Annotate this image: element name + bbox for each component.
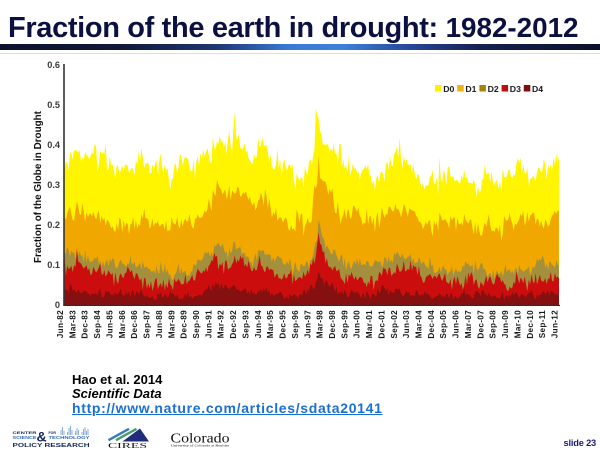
svg-text:POLICY RESEARCH: POLICY RESEARCH [13,443,90,449]
svg-text:&: & [37,429,47,445]
svg-text:D3: D3 [510,84,521,94]
svg-text:Mar-01: Mar-01 [365,310,374,338]
svg-text:Sep-93: Sep-93 [241,310,250,339]
svg-text:D4: D4 [532,84,543,94]
svg-text:Sep-08: Sep-08 [489,310,498,339]
svg-text:0.1: 0.1 [47,260,60,270]
svg-text:0.3: 0.3 [47,180,60,190]
svg-text:Jun-12: Jun-12 [551,310,560,338]
svg-text:CIRES: CIRES [108,442,147,450]
svg-text:Dec-04: Dec-04 [427,310,436,339]
svg-text:D1: D1 [465,84,476,94]
svg-text:Sep-96: Sep-96 [291,310,300,339]
svg-text:Mar-86: Mar-86 [118,310,127,338]
svg-text:Jun-88: Jun-88 [155,310,164,338]
svg-text:Dec-10: Dec-10 [526,310,535,339]
svg-text:Sep-87: Sep-87 [143,310,152,339]
svg-text:Mar-07: Mar-07 [464,310,473,338]
svg-text:University of Colorado at Boul: University of Colorado at Boulder [171,443,230,447]
svg-text:SCIENCE: SCIENCE [13,435,37,440]
svg-text:Dec-86: Dec-86 [130,310,139,339]
svg-text:0.4: 0.4 [47,140,61,150]
svg-text:Dec-92: Dec-92 [229,310,238,339]
svg-text:Mar-83: Mar-83 [68,310,77,338]
svg-text:0.6: 0.6 [47,60,60,70]
svg-text:0: 0 [55,300,60,310]
svg-text:Jun-03: Jun-03 [402,310,411,338]
svg-text:Mar-98: Mar-98 [316,310,325,338]
svg-text:Colorado: Colorado [171,431,230,446]
svg-text:Jun-00: Jun-00 [353,310,362,338]
svg-text:Jun-97: Jun-97 [303,310,312,338]
svg-text:Sep-84: Sep-84 [93,310,102,339]
svg-text:D0: D0 [443,84,454,94]
svg-text:Jun-94: Jun-94 [254,310,263,338]
svg-text:FOR: FOR [49,431,57,435]
svg-text:Jun-09: Jun-09 [501,310,510,338]
svg-text:Dec-83: Dec-83 [81,310,90,339]
svg-text:Sep-99: Sep-99 [340,310,349,339]
svg-text:0.2: 0.2 [47,220,60,230]
svg-text:Mar-04: Mar-04 [415,310,424,338]
svg-text:Sep-90: Sep-90 [192,310,201,339]
svg-text:Mar-10: Mar-10 [513,310,522,338]
svg-text:Dec-98: Dec-98 [328,310,337,339]
svg-text:Jun-85: Jun-85 [106,310,115,338]
svg-text:D2: D2 [488,84,499,94]
svg-text:Fraction of the Globe in Droug: Fraction of the Globe in Drought [33,110,44,263]
svg-text:TECHNOLOGY: TECHNOLOGY [49,435,90,440]
svg-text:Jun-06: Jun-06 [452,310,461,338]
svg-text:Dec-95: Dec-95 [279,310,288,339]
svg-text:Jun-91: Jun-91 [204,310,213,338]
svg-text:Mar-92: Mar-92 [217,310,226,338]
svg-text:Dec-01: Dec-01 [377,310,386,339]
svg-text:CENTER: CENTER [13,431,38,435]
svg-text:0.5: 0.5 [47,100,60,110]
svg-text:Mar-95: Mar-95 [266,310,275,338]
svg-text:Sep-11: Sep-11 [538,310,547,338]
svg-text:Jun-82: Jun-82 [56,310,65,338]
svg-text:Sep-02: Sep-02 [390,310,399,339]
svg-text:Dec-89: Dec-89 [180,310,189,339]
svg-text:Dec-07: Dec-07 [476,310,485,339]
svg-text:Mar-89: Mar-89 [167,310,176,338]
svg-text:Sep-05: Sep-05 [439,310,448,339]
